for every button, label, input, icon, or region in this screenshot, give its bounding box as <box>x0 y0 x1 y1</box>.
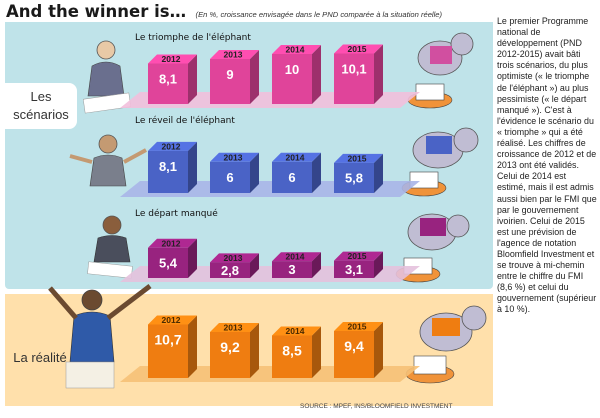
bar-0-2012 <box>148 54 197 104</box>
page-title: And the winner is… <box>6 2 187 21</box>
year-label: 2015 <box>348 251 367 261</box>
bar-value-label: 5,4 <box>159 256 178 271</box>
bar-1-2012 <box>148 141 197 193</box>
bar-2-2015 <box>334 251 383 278</box>
elephant-triomphe-icon <box>407 32 474 109</box>
reality-label: La réalité <box>13 350 67 365</box>
character-reality-illustration <box>48 284 152 389</box>
character-reveil-illustration <box>69 134 147 187</box>
elephant-reality-icon <box>405 305 487 384</box>
year-label: 2014 <box>286 326 305 336</box>
bar-1-2014 <box>272 152 321 193</box>
year-label: 2015 <box>348 153 367 163</box>
bar-0-2014 <box>272 45 321 104</box>
year-label: 2012 <box>162 141 181 151</box>
side-article-text: Le premier Programme national de dévelop… <box>497 16 597 315</box>
bar-1-2015 <box>334 153 383 193</box>
bar-0-2015 <box>334 44 383 104</box>
bar-3-2012 <box>148 315 197 378</box>
bar-2-2012 <box>148 238 197 278</box>
elephant-depart-icon <box>395 213 470 283</box>
source-note: SOURCE : MPEF, INS/BLOOMFIELD INVESTMENT <box>300 403 453 410</box>
year-label: 2013 <box>224 323 243 333</box>
bar-value-label: 2,8 <box>221 263 239 278</box>
year-label: 2012 <box>162 315 181 325</box>
bar-1-2013 <box>210 152 259 193</box>
bar-value-label: 8,5 <box>282 343 302 359</box>
year-label: 2012 <box>162 238 181 248</box>
bar-value-label: 3 <box>288 262 295 277</box>
bar-value-label: 5,8 <box>345 171 363 186</box>
year-label: 2014 <box>286 252 305 262</box>
year-label: 2013 <box>224 50 243 60</box>
bar-2-2014 <box>272 252 321 278</box>
elephant-reveil-icon <box>401 127 479 197</box>
bar-value-label: 10,7 <box>154 332 181 348</box>
year-label: 2013 <box>224 253 243 263</box>
bar-2-2013 <box>210 253 259 278</box>
character-depart-illustration <box>87 215 133 279</box>
year-label: 2014 <box>286 152 305 162</box>
year-label: 2015 <box>348 44 367 54</box>
bar-value-label: 3,1 <box>345 262 363 277</box>
row-title-reveil: Le réveil de l'éléphant <box>135 116 235 126</box>
bar-value-label: 9,2 <box>220 339 240 355</box>
bar-value-label: 8,1 <box>159 159 177 174</box>
bar-0-2013 <box>210 50 259 104</box>
row-title-triomphe: Le triomphe de l'éléphant <box>135 33 251 43</box>
bar-value-label: 8,1 <box>159 72 177 87</box>
bar-value-label: 9,4 <box>344 338 364 354</box>
bar-value-label: 10,1 <box>341 62 366 77</box>
bar-3-2013 <box>210 323 259 378</box>
year-label: 2013 <box>224 152 243 162</box>
character-triomphe-illustration <box>82 40 132 114</box>
row-title-depart: Le départ manqué <box>135 209 218 219</box>
header: And the winner is… (En %, croissance env… <box>6 2 442 22</box>
year-label: 2014 <box>286 45 305 55</box>
bar-value-label: 9 <box>226 67 233 82</box>
bar-3-2014 <box>272 326 321 378</box>
page-subtitle: (En %, croissance envisagée dans le PND … <box>195 10 443 19</box>
bar-value-label: 6 <box>288 170 295 185</box>
scenarios-label: Les scénarios <box>5 83 77 129</box>
bar-value-label: 6 <box>226 170 233 185</box>
year-label: 2012 <box>162 54 181 64</box>
bar-value-label: 10 <box>285 62 299 77</box>
bar-3-2015 <box>334 322 383 378</box>
year-label: 2015 <box>348 322 367 332</box>
